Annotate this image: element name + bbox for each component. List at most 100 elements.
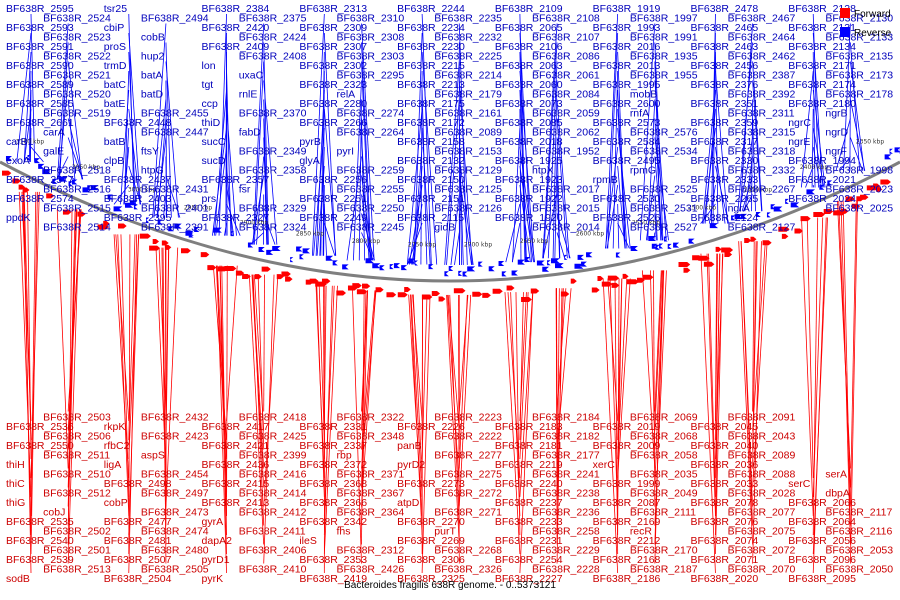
- forward-gene-label: BF638R_2511: [43, 450, 110, 462]
- gene-leader-line: [30, 191, 37, 517]
- gene-leader-line: [226, 265, 238, 422]
- reverse-gene-label: BF638R_2106: [495, 41, 563, 53]
- reverse-gene-label: batC: [104, 79, 127, 91]
- reverse-gene-label: BF638R_2171: [788, 60, 856, 72]
- reverse-gene-label: BF638R_2132: [397, 155, 465, 167]
- forward-gene-label: cobP: [104, 497, 128, 509]
- genome-backbone-arc: [0, 160, 900, 283]
- forward-gene-label: rfbC2: [104, 440, 130, 452]
- forward-gene-feature: [570, 278, 577, 284]
- reverse-gene-label: BF638R_2021: [788, 174, 856, 186]
- reverse-gene-label: BF638R_2577: [6, 174, 74, 186]
- scale-tick-label: 2750 kbp: [408, 242, 436, 249]
- reverse-gene-feature: [551, 258, 560, 264]
- reverse-gene-feature: [785, 198, 789, 204]
- leader-lines: [16, 13, 866, 574]
- reverse-gene-label: BF638R_2329: [239, 203, 307, 215]
- gene-leader-line: [408, 294, 423, 517]
- forward-gene-feature: [880, 179, 891, 185]
- gene-leader-line: [617, 203, 620, 249]
- reverse-gene-label: BF638R_2589: [6, 79, 74, 91]
- reverse-gene-feature: [38, 163, 45, 169]
- forward-gene-feature: [750, 236, 757, 242]
- gene-leader-line: [702, 89, 716, 224]
- forward-gene-feature: [744, 238, 752, 244]
- reverse-gene-feature: [889, 148, 893, 154]
- reverse-gene-feature: [296, 246, 303, 252]
- gene-leader-line: [263, 213, 276, 245]
- reverse-gene-label: BF638R_2495: [593, 155, 661, 167]
- reverse-gene-label: BF638R_2376: [690, 79, 758, 91]
- gene-leader-line: [542, 194, 558, 259]
- gene-leader-line: [213, 89, 227, 236]
- forward-gene-label: BF638R_2088: [728, 469, 796, 481]
- forward-gene-label: BF638R_2096: [788, 554, 856, 566]
- reverse-gene-label: BF638R_2124: [690, 212, 758, 224]
- forward-gene-label: BF638R_2372: [299, 459, 367, 471]
- reverse-gene-label: BF638R_2600: [593, 98, 661, 110]
- reverse-gene-label: tgt: [202, 79, 214, 91]
- forward-gene-label: BF638R_2411: [239, 526, 306, 538]
- gene-leader-line: [312, 13, 325, 256]
- forward-gene-label: BF638R_2498: [104, 478, 172, 490]
- forward-gene-label: BF638R_2348: [336, 431, 404, 443]
- reverse-gene-label: batB: [104, 136, 126, 148]
- gene-leader-line: [519, 70, 535, 263]
- forward-gene-label: BF638R_2417: [202, 421, 270, 433]
- gene-leader-line: [519, 292, 534, 574]
- forward-gene-label: BF638R_2366: [299, 497, 367, 509]
- forward-gene-label: BF638R_2273: [397, 478, 465, 490]
- gene-leader-line: [617, 278, 628, 460]
- reverse-gene-label: BF638R_2309: [299, 22, 367, 34]
- reverse-gene-feature: [630, 245, 638, 251]
- forward-gene-feature: [521, 297, 532, 303]
- gene-leader-line: [323, 222, 336, 256]
- forward-gene-label: purT: [434, 526, 456, 538]
- gene-leader-line: [316, 165, 325, 256]
- gene-leader-line: [556, 288, 558, 431]
- reverse-gene-label: cbiP: [104, 22, 124, 34]
- reverse-gene-label: fsr: [239, 184, 251, 196]
- reverse-gene-label: BF638R_2585: [6, 98, 74, 110]
- reverse-gene-feature: [414, 260, 418, 266]
- forward-gene-label: BF638R_1999: [593, 478, 661, 490]
- reverse-gene-label: BF638R_2232: [434, 32, 502, 44]
- gene-leader-line: [836, 200, 851, 469]
- gene-leader-line: [323, 203, 327, 256]
- gene-leader-line: [323, 285, 327, 422]
- reverse-gene-label: BF638R_2332: [728, 165, 796, 177]
- gene-leader-line: [605, 13, 619, 249]
- reverse-gene-label: hup2: [141, 51, 165, 63]
- forward-gene-label: BF638R_2050: [825, 564, 893, 576]
- scale-tick-label: 2650 kbp: [520, 238, 548, 245]
- gene-leader-line: [248, 274, 265, 545]
- forward-gene-label: BF638R_2421: [202, 440, 270, 452]
- forward-gene-label: BF638R_2436: [202, 459, 270, 471]
- gene-leader-line: [410, 294, 423, 498]
- reverse-gene-label: BF638R_2256: [299, 174, 367, 186]
- reverse-gene-feature: [408, 258, 416, 264]
- gene-leader-line: [128, 234, 131, 555]
- reverse-gene-label: BF638R_1952: [532, 146, 600, 158]
- gene-leader-line: [743, 194, 753, 212]
- reverse-gene-label: BF638R_2063: [495, 60, 563, 72]
- gene-leader-line: [654, 270, 663, 431]
- reverse-gene-label: BF638R_2234: [397, 22, 465, 34]
- gene-leader-line: [165, 247, 169, 431]
- legend-reverse-label: Reverse: [854, 28, 892, 39]
- gene-leader-line: [612, 70, 619, 249]
- reverse-gene-label: BF638R_2590: [6, 60, 74, 72]
- gene-labels: BF638R_2595BF638R_2524BF638R_2593BF638R_…: [6, 3, 893, 585]
- forward-gene-feature: [876, 186, 883, 192]
- reverse-gene-label: BF638R_2303: [336, 51, 404, 63]
- forward-gene-label: BF638R_2371: [336, 469, 404, 481]
- reverse-gene-feature: [444, 271, 449, 277]
- forward-gene-feature: [77, 211, 86, 217]
- gene-leader-line: [67, 137, 83, 180]
- forward-gene-label: BF638R_2399: [239, 450, 307, 462]
- gene-leader-line: [361, 23, 375, 261]
- gene-leader-line: [352, 290, 362, 564]
- forward-gene-label: BF638R_2513: [43, 564, 111, 576]
- reverse-gene-label: uxaC: [239, 70, 264, 82]
- forward-gene-label: pyrD1: [202, 554, 230, 566]
